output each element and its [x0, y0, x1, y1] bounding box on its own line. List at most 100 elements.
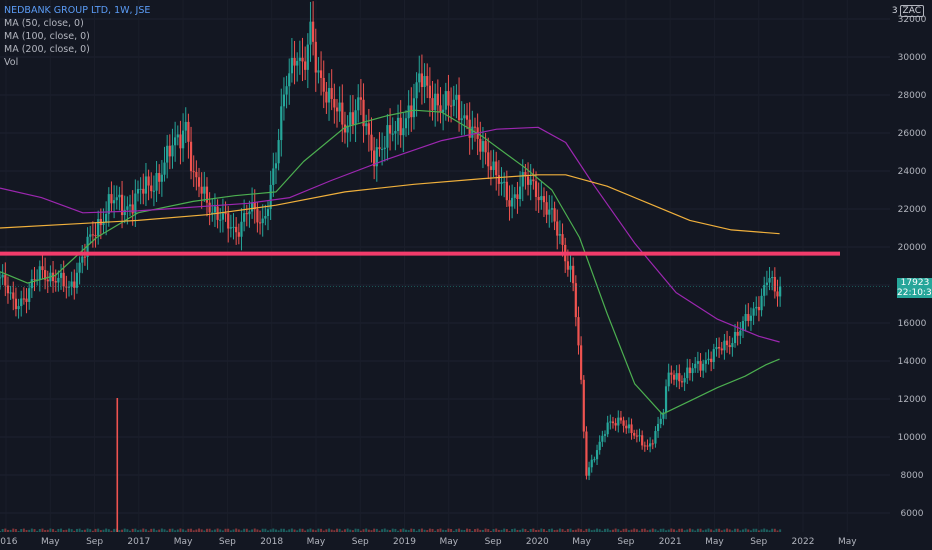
volume-bar	[625, 528, 628, 532]
volume-bar	[12, 528, 15, 532]
candle-body	[128, 204, 132, 207]
volume-bar	[593, 529, 596, 532]
candle-body	[529, 179, 532, 185]
candle-body	[420, 73, 424, 88]
volume-bar	[569, 528, 572, 532]
currency-indicator[interactable]: 3 ZAC	[892, 5, 924, 17]
candle-body	[33, 279, 36, 281]
volume-bar	[487, 529, 490, 532]
candle-body	[22, 298, 25, 300]
volume-bar	[665, 530, 668, 532]
volume-bar	[397, 530, 400, 532]
volume-bar	[537, 529, 540, 532]
candle-body	[542, 196, 546, 203]
candle-body	[41, 266, 44, 271]
candle-body	[115, 197, 118, 201]
volume-bar	[678, 528, 681, 532]
candle-body	[211, 212, 214, 214]
volume-bar	[269, 529, 272, 532]
candle-body	[484, 141, 487, 153]
candle-body	[94, 235, 97, 237]
volume-bar	[4, 528, 7, 532]
volume-bar	[322, 530, 325, 532]
legend-ma50[interactable]: MA (50, close, 0)	[4, 18, 84, 29]
volume-bar	[495, 528, 498, 532]
symbol-title[interactable]: NEDBANK GROUP LTD, 1W, JSE	[4, 5, 151, 16]
volume-bar	[375, 528, 378, 532]
volume-bar	[460, 529, 463, 532]
volume-bar	[553, 530, 556, 532]
y-tick-label: 10000	[898, 433, 927, 443]
candle-body	[558, 234, 561, 236]
volume-bar	[219, 529, 222, 532]
volume-bar	[46, 529, 49, 532]
y-tick-label: 26000	[898, 129, 927, 139]
candle-body	[245, 213, 248, 215]
candle-body	[556, 221, 559, 236]
volume-bar	[450, 528, 453, 532]
volume-bar	[89, 529, 92, 532]
candle-body	[258, 222, 262, 224]
legend-ma100[interactable]: MA (100, close, 0)	[4, 31, 90, 42]
candle-body	[696, 361, 699, 364]
volume-bar	[142, 528, 145, 532]
candle-body	[373, 150, 376, 167]
candle-body	[699, 361, 702, 371]
volume-bar	[357, 528, 360, 532]
volume-bar	[274, 529, 277, 532]
candle-body	[221, 213, 224, 220]
volume-bar	[36, 530, 39, 532]
candle-body	[755, 306, 758, 309]
candle-body	[508, 200, 511, 207]
volume-bar	[667, 529, 670, 532]
volume-bar	[121, 529, 124, 532]
chart-legend: NEDBANK GROUP LTD, 1W, JSE MA (50, close…	[4, 4, 150, 69]
candle-body	[728, 345, 731, 348]
volume-bar	[282, 528, 285, 532]
candle-body	[179, 134, 182, 149]
volume-bar	[556, 529, 559, 532]
x-tick-label: Sep	[617, 537, 634, 547]
x-tick-label: 2020	[526, 537, 549, 547]
volume-bar	[635, 529, 638, 532]
candle-body	[402, 128, 405, 136]
volume-bar	[152, 528, 155, 532]
volume-bar	[394, 528, 397, 532]
volume-bar	[359, 530, 362, 532]
volume-bar	[6, 529, 9, 532]
volume-bar	[391, 528, 394, 532]
legend-volume[interactable]: Vol	[4, 57, 19, 68]
volume-bar	[670, 528, 673, 532]
volume-bar	[606, 528, 609, 532]
volume-bar	[296, 530, 299, 532]
y-tick-label: 6000	[901, 509, 924, 519]
candle-body	[521, 172, 524, 187]
volume-bar	[179, 528, 182, 532]
volume-bar	[160, 528, 163, 532]
candle-body	[296, 60, 299, 66]
volume-bar	[33, 529, 36, 532]
candle-body	[500, 181, 503, 184]
candle-body	[744, 313, 747, 322]
candle-body	[670, 372, 673, 375]
candle-body	[444, 91, 447, 110]
volume-bar	[99, 530, 102, 532]
candle-body	[622, 420, 625, 426]
candle-body	[601, 435, 604, 442]
volume-bar	[702, 530, 705, 532]
volume-bar	[458, 528, 461, 532]
volume-bar	[463, 529, 466, 532]
legend-ma200[interactable]: MA (200, close, 0)	[4, 44, 90, 55]
candle-body	[54, 281, 57, 283]
candle-body	[256, 209, 259, 223]
candle-body	[120, 194, 124, 216]
candle-body	[532, 179, 535, 182]
candle-body	[189, 141, 193, 172]
candle-body	[479, 138, 482, 152]
volume-bar	[649, 529, 652, 532]
volume-bar	[548, 528, 551, 532]
x-tick-label: Sep	[352, 537, 369, 547]
candle-body	[495, 161, 498, 176]
